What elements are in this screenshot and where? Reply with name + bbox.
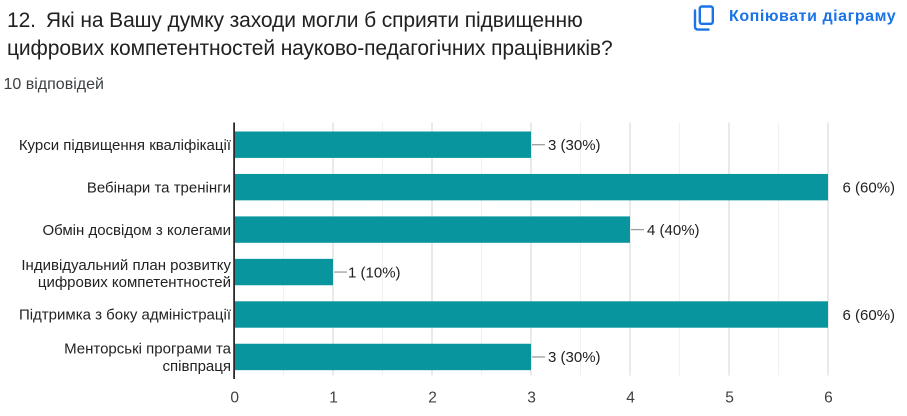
- svg-text:Курси підвищення кваліфікації: Курси підвищення кваліфікації: [19, 137, 232, 154]
- svg-text:6: 6: [824, 389, 833, 406]
- svg-text:Обмін досвідом з колегами: Обмін досвідом з колегами: [42, 222, 231, 239]
- svg-text:Вебінари та тренінги: Вебінари та тренінги: [87, 179, 231, 196]
- svg-text:3: 3: [527, 389, 536, 406]
- svg-text:3 (30%): 3 (30%): [548, 137, 601, 154]
- svg-text:6 (60%): 6 (60%): [843, 307, 896, 324]
- svg-text:1 (10%): 1 (10%): [348, 264, 401, 281]
- svg-text:Менторські програми та: Менторські програми та: [64, 341, 232, 358]
- svg-text:4 (40%): 4 (40%): [647, 222, 700, 239]
- svg-text:5: 5: [725, 389, 734, 406]
- svg-text:цифрових компетентностей: цифрових компетентностей: [38, 274, 231, 291]
- svg-text:Індивідуальний план розвитку: Індивідуальний план розвитку: [21, 257, 231, 274]
- svg-text:1: 1: [329, 389, 338, 406]
- svg-text:4: 4: [626, 389, 635, 406]
- svg-text:3 (30%): 3 (30%): [548, 349, 601, 366]
- svg-text:0: 0: [230, 389, 239, 406]
- svg-text:співпраця: співпраця: [163, 358, 231, 375]
- svg-text:2: 2: [428, 389, 437, 406]
- svg-text:6 (60%): 6 (60%): [843, 179, 896, 196]
- svg-text:Підтримка з боку адміністрації: Підтримка з боку адміністрації: [19, 307, 232, 324]
